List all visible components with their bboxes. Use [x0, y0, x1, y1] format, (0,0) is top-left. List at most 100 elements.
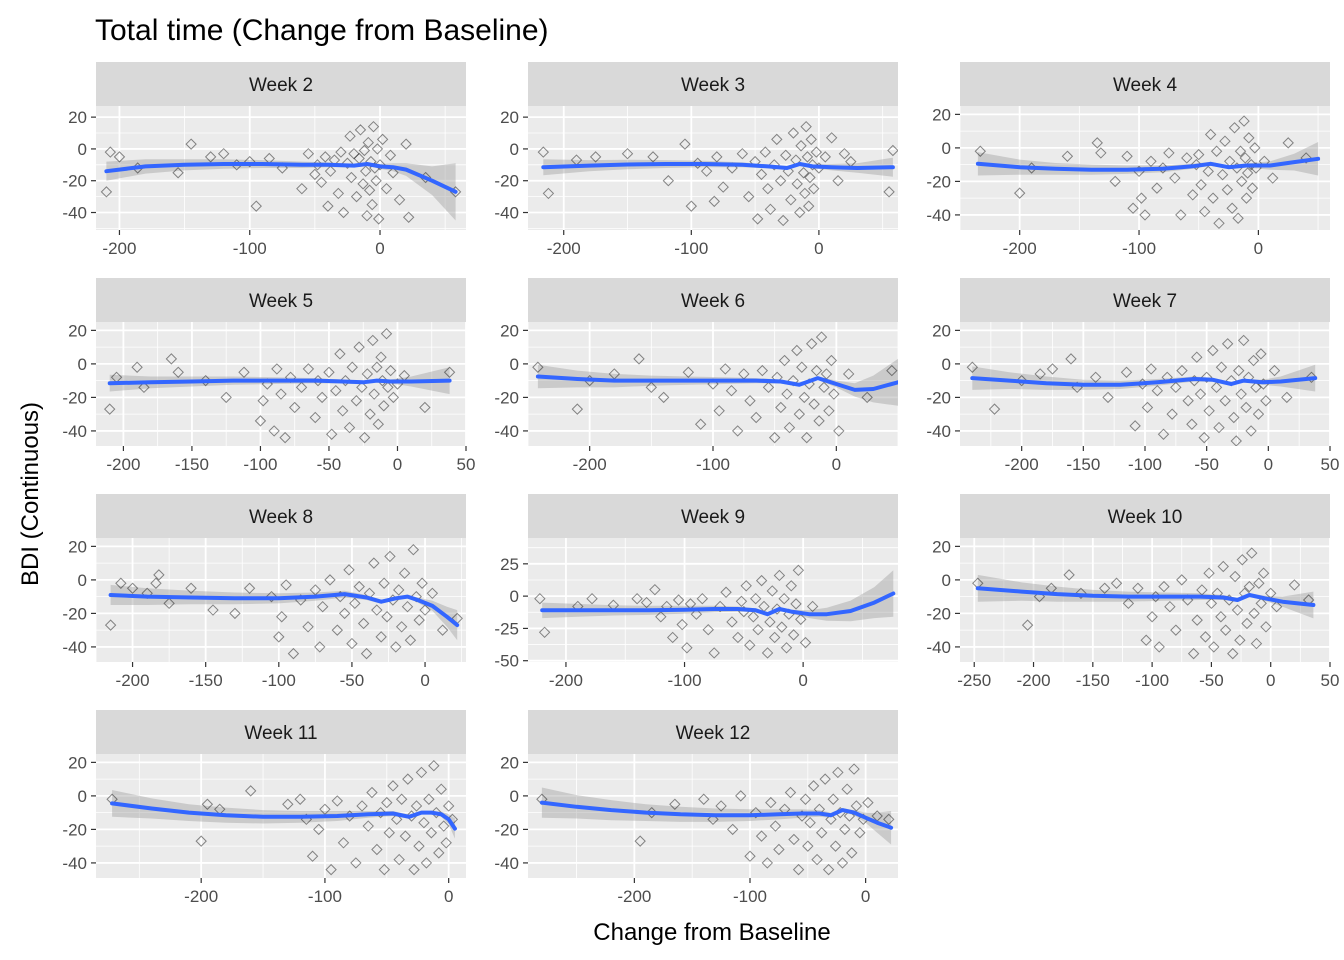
- y-tick-label: 0: [78, 140, 87, 159]
- data-point: [195, 835, 207, 847]
- data-point: [534, 593, 546, 605]
- data-point: [780, 642, 793, 654]
- data-point: [696, 593, 709, 605]
- x-tick-label: -100: [1135, 671, 1169, 690]
- y-tick-label: -40: [494, 854, 519, 873]
- x-tick-label: -200: [549, 671, 583, 690]
- panel-content: [966, 334, 1318, 446]
- data-point: [1219, 624, 1232, 636]
- data-point: [243, 582, 256, 594]
- data-point: [676, 618, 688, 631]
- data-point: [325, 863, 337, 876]
- smooth-line: [107, 378, 452, 386]
- panel-content: [536, 763, 895, 876]
- data-point: [774, 175, 787, 187]
- data-point: [822, 863, 835, 876]
- y-tick-label: 0: [510, 140, 519, 159]
- data-point: [621, 147, 634, 160]
- data-point: [1207, 192, 1219, 204]
- data-point: [720, 586, 732, 598]
- data-point: [1198, 431, 1210, 444]
- data-point: [735, 595, 748, 607]
- data-point: [358, 144, 371, 157]
- data-point: [443, 366, 456, 378]
- data-point: [331, 624, 344, 636]
- data-point: [795, 613, 807, 626]
- data-point: [795, 140, 807, 152]
- data-point: [1245, 425, 1257, 437]
- data-point: [708, 647, 720, 659]
- data-point: [1153, 641, 1165, 653]
- data-point: [1121, 150, 1133, 162]
- facet-panel-9: Week 10 -250 -200 -150 -100 -50 0 50 20 0 -20 -40: [926, 494, 1339, 690]
- data-point: [357, 617, 370, 630]
- data-point: [655, 611, 667, 623]
- data-point: [1065, 353, 1077, 365]
- data-point: [1203, 567, 1215, 579]
- x-tick-label: 0: [375, 239, 384, 258]
- data-point: [1089, 371, 1102, 384]
- panel-background: [528, 538, 898, 662]
- data-point: [1175, 209, 1187, 221]
- data-point: [1246, 182, 1259, 194]
- data-point: [418, 816, 430, 829]
- data-point: [1248, 607, 1260, 620]
- data-point: [1158, 580, 1170, 593]
- data-point: [435, 783, 447, 795]
- facet-panel-6: Week 7 -200 -150 -100 -50 0 50 20 0 -20 -40: [926, 278, 1339, 474]
- y-tick-label: 0: [78, 355, 87, 374]
- data-point: [1151, 182, 1163, 194]
- data-point: [649, 583, 661, 596]
- facet-panel-2: Week 3 -200 -100 0 20 0 -20 -40: [494, 62, 898, 258]
- y-tick-label: -20: [62, 820, 87, 839]
- data-point: [113, 151, 126, 163]
- data-point: [1063, 569, 1075, 581]
- data-point: [346, 361, 358, 373]
- data-point: [974, 145, 986, 157]
- data-point: [791, 344, 803, 357]
- data-point: [1238, 115, 1250, 127]
- data-point: [1141, 401, 1154, 414]
- data-point: [1219, 395, 1231, 407]
- data-point: [1208, 641, 1220, 653]
- data-point: [399, 830, 412, 842]
- data-point: [672, 594, 685, 606]
- data-point: [402, 773, 414, 785]
- data-point: [382, 381, 394, 394]
- data-point: [316, 600, 329, 613]
- data-point: [413, 614, 425, 626]
- data-point: [419, 604, 431, 616]
- data-point: [296, 182, 308, 195]
- data-point: [1190, 158, 1203, 171]
- data-point: [1236, 554, 1248, 566]
- panel-content: [972, 547, 1316, 660]
- data-point: [761, 857, 774, 869]
- x-tick-label: -200: [102, 239, 136, 258]
- data-point: [1129, 420, 1141, 432]
- facet-strip-label: Week 10: [1108, 507, 1183, 528]
- y-tick-label: 0: [942, 139, 951, 158]
- data-point: [104, 146, 117, 158]
- data-point: [736, 147, 749, 160]
- data-point: [368, 388, 380, 400]
- data-point: [383, 827, 395, 839]
- x-tick-label: -50: [1199, 671, 1224, 690]
- data-point: [309, 168, 321, 181]
- data-point: [828, 388, 840, 400]
- data-point: [338, 607, 351, 620]
- data-point: [1132, 582, 1144, 594]
- data-point: [787, 629, 800, 641]
- data-point: [886, 364, 898, 377]
- data-point: [725, 384, 738, 397]
- data-point: [420, 857, 433, 869]
- data-point: [367, 334, 379, 347]
- data-point: [390, 813, 403, 826]
- data-point: [407, 544, 420, 556]
- data-point: [780, 149, 792, 161]
- panel-content: [534, 564, 896, 659]
- data-point: [295, 381, 308, 394]
- facet-strip-label: Week 8: [249, 507, 313, 528]
- data-point: [384, 550, 396, 563]
- data-point: [282, 798, 294, 810]
- data-point: [343, 564, 355, 576]
